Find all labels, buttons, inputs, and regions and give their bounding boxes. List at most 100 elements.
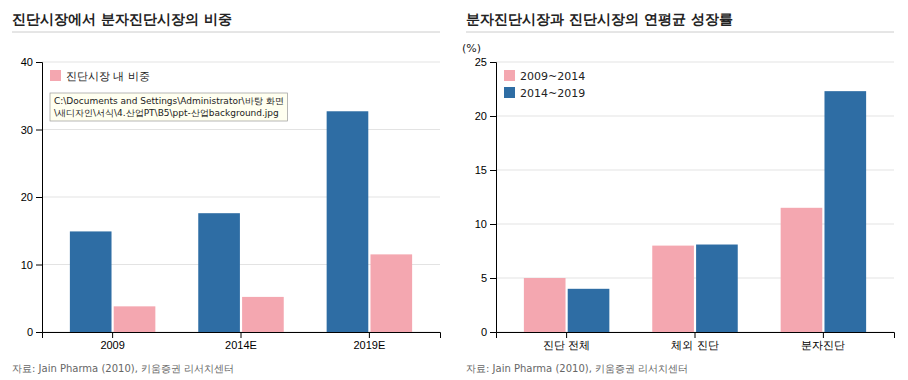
bar — [781, 208, 823, 332]
x-tick-label: 2009 — [100, 339, 124, 351]
y-tick-label: 20 — [475, 110, 487, 122]
y-tick-mark — [36, 130, 42, 131]
grid-line — [42, 197, 440, 198]
bars — [524, 91, 866, 332]
x-axis: 진단 전체 체외 진단 분자진단 — [497, 332, 895, 351]
y-axis-line — [36, 63, 43, 333]
bar — [242, 297, 284, 332]
x-tick-label: 진단 전체 — [543, 339, 590, 351]
legend: 진단시장 내 비중 — [50, 70, 150, 83]
y-tick: 20 — [21, 191, 42, 203]
x-tick-mark — [369, 332, 370, 338]
y-tick-mark — [490, 62, 496, 63]
source: 자료: Jain Pharma (2010), 키움증권 리서치센터 — [466, 363, 688, 374]
legend-item: 진단시장 내 비중 — [50, 70, 150, 83]
y-tick: 0 — [481, 326, 496, 338]
grid-line — [496, 62, 894, 63]
source: 자료: Jain Pharma (2010), 키움증권 리서치센터 — [12, 363, 234, 374]
y-tick-label: 20 — [21, 191, 33, 203]
legend-label: 2014~2019 — [520, 87, 585, 100]
annotation: C:\Documents and Settings\Administrator\… — [50, 93, 288, 121]
y-tick: 10 — [21, 259, 42, 271]
x-tick-mark — [566, 332, 567, 338]
legend-item: 2014~2019 — [504, 87, 585, 100]
x-tick: 2009 — [100, 332, 124, 351]
bars — [70, 111, 412, 332]
legend-swatch — [50, 70, 61, 81]
y-tick: 15 — [475, 164, 496, 176]
bar — [824, 91, 866, 332]
x-axis-line — [497, 333, 895, 339]
legend: 2009~2014 2014~2019 — [504, 70, 585, 100]
y-axis-line — [490, 63, 497, 333]
panel: 분자진단시장과 진단시장의 연평균 성장률자료: Jain Pharma (20… — [462, 11, 895, 374]
y-tick-label: 10 — [475, 218, 487, 230]
bar — [198, 213, 240, 332]
x-tick: 2019E — [353, 332, 385, 351]
annotation-text: \새디자인\서식\4.산업PT\B5\ppt-산업background.jpg — [54, 108, 279, 118]
bar — [70, 231, 112, 332]
legend-item: 2009~2014 — [504, 70, 585, 83]
y-tick-mark — [490, 170, 496, 171]
y-tick: 0 — [27, 326, 42, 338]
x-tick: 체외 진단 — [671, 332, 718, 351]
x-tick-label: 분자진단 — [801, 339, 845, 351]
title: 분자진단시장과 진단시장의 연평균 성장률 — [466, 11, 733, 27]
y-tick: 10 — [475, 218, 496, 230]
y-axis-label: (%) — [462, 42, 481, 55]
y-tick: 25 — [475, 56, 496, 68]
legend-label: 2009~2014 — [520, 70, 585, 83]
y-tick-mark — [36, 197, 42, 198]
y-tick: 30 — [21, 124, 42, 136]
y-tick-mark — [36, 332, 42, 333]
x-axis: 2009 2014E 2019E — [43, 332, 441, 351]
legend-swatch — [504, 70, 515, 81]
bar — [524, 278, 566, 332]
y-tick-label: 10 — [21, 259, 33, 271]
x-tick-label: 체외 진단 — [671, 339, 718, 351]
figure: 진단시장에서 분자진단시장의 비중자료: Jain Pharma (2010),… — [0, 0, 908, 380]
x-tick-mark — [695, 332, 696, 338]
panel: 진단시장에서 분자진단시장의 비중자료: Jain Pharma (2010),… — [12, 11, 441, 374]
grid — [496, 62, 894, 332]
x-tick-mark — [823, 332, 824, 338]
y-tick-mark — [490, 332, 496, 333]
grid-line — [42, 129, 440, 130]
x-tick: 분자진단 — [801, 332, 845, 351]
y-tick-label: 0 — [27, 326, 33, 338]
x-axis-line — [43, 333, 441, 339]
x-tick-label: 2019E — [353, 339, 385, 351]
bar — [652, 246, 694, 332]
title: 진단시장에서 분자진단시장의 비중 — [12, 11, 232, 27]
annotation-text: C:\Documents and Settings\Administrator\… — [54, 96, 284, 106]
annotation-box — [50, 93, 288, 121]
y-tick-label: 25 — [475, 56, 487, 68]
y-tick-mark — [490, 116, 496, 117]
y-tick-label: 30 — [21, 124, 33, 136]
plot: 0 10 20 30 40 2009 2014E 2019E 진단시장 내 비중 C:\Docum… — [21, 56, 441, 351]
bar — [568, 289, 610, 332]
x-tick-mark — [241, 332, 242, 338]
x-tick-label: 2014E — [225, 339, 257, 351]
grid-line — [42, 62, 440, 63]
x-tick: 2014E — [225, 332, 257, 351]
y-tick-label: 40 — [21, 56, 33, 68]
y-tick: 40 — [21, 56, 42, 68]
x-tick-mark — [112, 332, 113, 338]
bar — [114, 306, 156, 332]
y-tick: 5 — [481, 272, 496, 284]
y-tick-label: 5 — [481, 272, 487, 284]
y-tick-mark — [490, 278, 496, 279]
x-tick: 진단 전체 — [543, 332, 590, 351]
bar — [696, 245, 738, 332]
y-tick-mark — [36, 62, 42, 63]
title-rule — [466, 32, 894, 33]
bar — [370, 254, 412, 332]
y-tick-mark — [36, 265, 42, 266]
legend-swatch — [504, 87, 515, 98]
y-tick-label: 0 — [481, 326, 487, 338]
y-tick-label: 15 — [475, 164, 487, 176]
y-tick-mark — [490, 224, 496, 225]
y-axis: 0 10 20 30 40 — [21, 56, 43, 338]
legend-label: 진단시장 내 비중 — [66, 70, 150, 83]
